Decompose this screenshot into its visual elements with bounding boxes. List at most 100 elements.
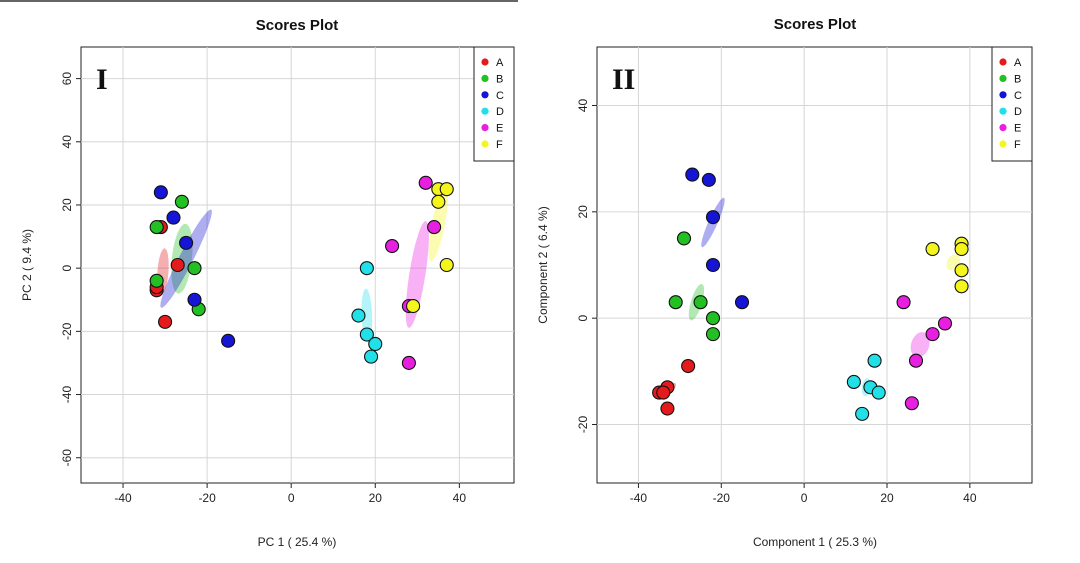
point-E — [401, 355, 416, 370]
plot-frame — [80, 46, 515, 484]
legend-box — [473, 46, 515, 162]
y-axis-label: PC 2 ( 9.4 %) — [20, 229, 34, 301]
point-E — [896, 295, 911, 310]
point-E — [418, 175, 433, 190]
point-A — [170, 257, 185, 273]
y-tick-label: 40 — [60, 135, 74, 149]
legend-label: A — [496, 57, 504, 69]
legend-marker-A — [999, 58, 1007, 66]
legend-box — [991, 46, 1033, 162]
point-D — [855, 406, 870, 421]
legend-label: C — [496, 90, 504, 102]
point-E — [427, 220, 442, 235]
point-B — [705, 327, 721, 342]
point-C — [153, 185, 168, 200]
x-tick-label: 20 — [369, 491, 383, 505]
point-C — [187, 292, 202, 307]
legend-label: D — [496, 106, 504, 118]
point-F — [954, 279, 969, 294]
legend-label: D — [1014, 106, 1022, 118]
legend-marker-C — [481, 91, 489, 99]
x-tick-label: -40 — [114, 491, 132, 505]
x-axis-label: Component 1 ( 25.3 %) — [753, 535, 877, 549]
legend-label: C — [1014, 90, 1022, 102]
x-axis: -40 -20 0 20 40 — [630, 483, 977, 505]
y-tick-label: 40 — [576, 98, 590, 112]
chart-panel-1: Scores Plot -40 -20 0 20 40 -60 -40 -20 0 20 40 60… — [20, 17, 515, 549]
point-B — [676, 231, 692, 246]
point-layer — [149, 175, 454, 370]
x-axis: -40 -20 0 20 40 — [114, 483, 466, 505]
y-tick-label: 0 — [60, 265, 74, 272]
ellipse-C — [160, 209, 212, 308]
legend-marker-E — [481, 124, 489, 132]
point-A — [660, 401, 675, 416]
point-B — [187, 261, 202, 276]
point-F — [431, 194, 446, 209]
legend-marker-C — [999, 91, 1007, 99]
y-tick-label: 60 — [60, 72, 74, 86]
point-E — [385, 238, 400, 254]
point-C — [705, 257, 721, 273]
point-F — [925, 241, 940, 257]
x-tick-label: 20 — [880, 491, 894, 505]
legend-label: A — [1014, 57, 1022, 69]
y-tick-label: 20 — [60, 198, 74, 212]
point-layer — [652, 167, 969, 421]
point-D — [871, 385, 886, 400]
point-D — [359, 327, 374, 342]
point-B — [149, 273, 164, 288]
point-D — [368, 336, 383, 352]
point-E — [904, 396, 919, 411]
point-D — [351, 308, 366, 323]
x-tick-label: 0 — [801, 491, 808, 505]
point-A — [656, 385, 671, 400]
legend-marker-E — [999, 124, 1007, 132]
chart-panel-2: Scores Plot -40 -20 0 20 40 -20 0 20 40 II ABCD… — [536, 16, 1033, 549]
x-axis-label: PC 1 ( 25.4 %) — [258, 535, 337, 549]
point-E — [925, 327, 940, 342]
point-C — [221, 333, 236, 348]
point-A — [158, 314, 173, 329]
x-tick-label: -20 — [713, 491, 731, 505]
point-D — [359, 261, 374, 276]
legend-marker-B — [999, 74, 1007, 82]
legend-marker-F — [481, 140, 489, 148]
x-tick-label: 40 — [453, 491, 467, 505]
point-F — [439, 257, 454, 273]
ellipse-layer — [157, 186, 448, 343]
y-axis: -60 -40 -20 0 20 40 60 — [60, 72, 81, 466]
x-tick-label: -40 — [630, 491, 648, 505]
point-D — [364, 349, 379, 364]
point-F — [954, 241, 969, 257]
point-F — [439, 182, 454, 197]
point-B — [668, 295, 683, 310]
panel-label: I — [96, 63, 108, 96]
point-C — [734, 295, 750, 310]
legend-marker-B — [481, 74, 489, 82]
legend-label: F — [496, 139, 503, 151]
point-A — [681, 358, 696, 374]
ellipse-E — [910, 332, 930, 358]
point-D — [846, 374, 861, 390]
point-B — [705, 311, 721, 326]
x-tick-label: 40 — [963, 491, 977, 505]
chart-title: Scores Plot — [256, 17, 339, 34]
point-D — [867, 353, 882, 368]
y-tick-label: -40 — [60, 386, 74, 404]
point-F — [406, 299, 421, 314]
grid — [597, 47, 1032, 483]
point-C — [166, 210, 181, 225]
point-F — [954, 263, 969, 278]
point-E — [937, 316, 953, 331]
point-B — [149, 220, 164, 235]
panel-label: II — [612, 63, 635, 96]
point-C — [701, 172, 716, 187]
y-tick-label: 20 — [576, 205, 590, 219]
point-E — [908, 353, 924, 368]
point-C — [685, 167, 700, 182]
point-C — [179, 235, 194, 250]
point-C — [705, 210, 721, 225]
